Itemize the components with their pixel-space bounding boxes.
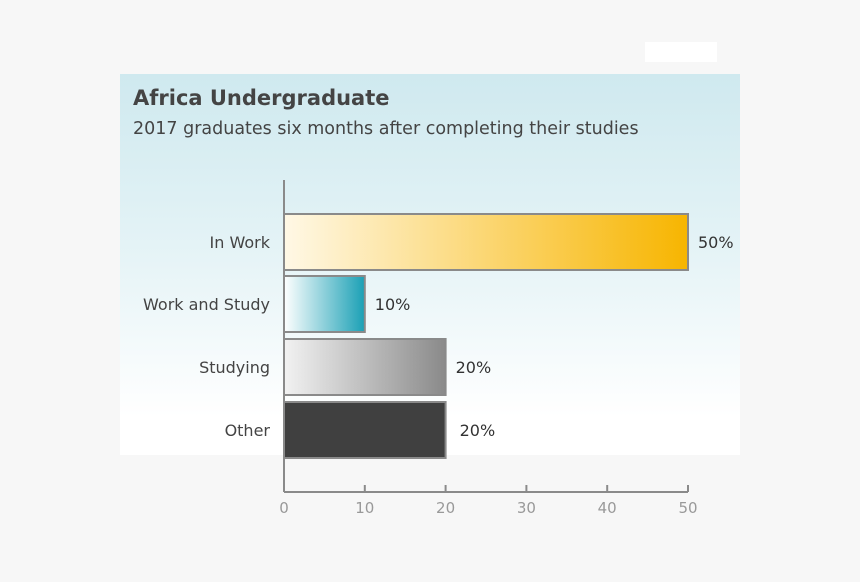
x-tick-label: 20: [436, 499, 455, 517]
bar-studying: [283, 338, 447, 396]
value-label: 20%: [456, 358, 492, 377]
x-tick-label: 50: [678, 499, 697, 517]
x-tick-label: 30: [517, 499, 536, 517]
category-label: Studying: [199, 358, 270, 377]
bar-work-and-study: [283, 275, 366, 333]
category-label: Work and Study: [143, 295, 270, 314]
header-tab: [645, 42, 717, 62]
value-label: 20%: [460, 421, 496, 440]
value-label: 50%: [698, 233, 734, 252]
category-label: In Work: [210, 233, 271, 252]
x-tick-label: 0: [279, 499, 289, 517]
category-label: Other: [225, 421, 271, 440]
x-tick-label: 10: [355, 499, 374, 517]
x-tick-label: 40: [598, 499, 617, 517]
bar-in-work: [283, 213, 689, 271]
bar-other: [283, 401, 447, 459]
chart-title: Africa Undergraduate: [133, 86, 390, 110]
value-label: 10%: [375, 295, 411, 314]
chart-subtitle: 2017 graduates six months after completi…: [133, 119, 639, 139]
